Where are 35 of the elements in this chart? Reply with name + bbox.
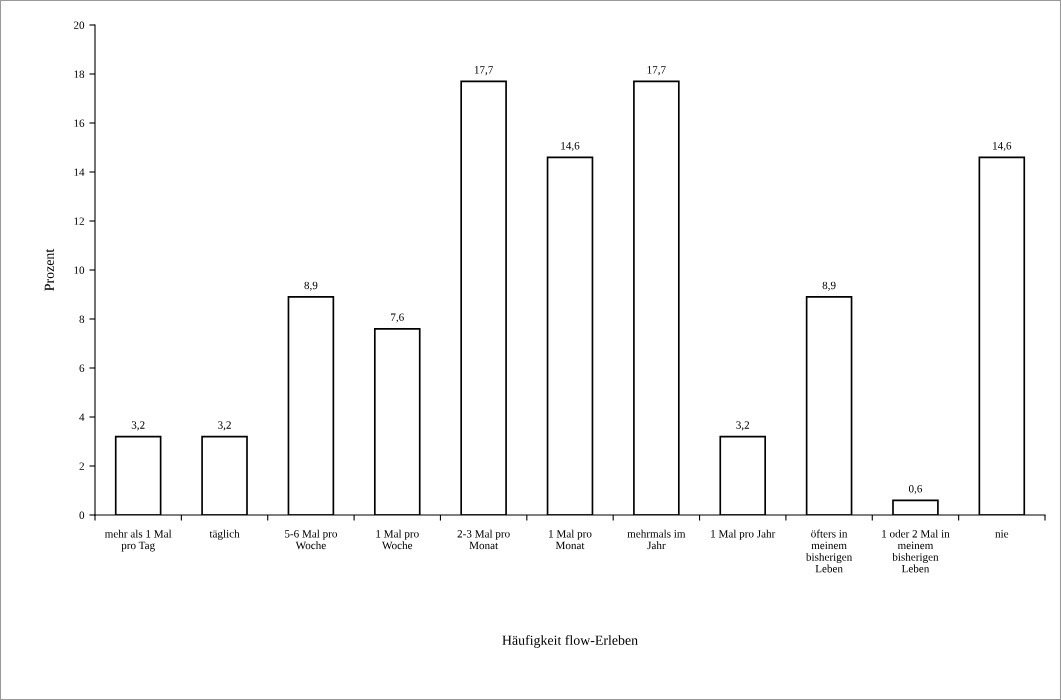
data-label: 3,2 — [736, 421, 750, 431]
y-axis-title: Prozent — [44, 248, 54, 291]
x-tick-label: 1 Mal pro Woche — [376, 529, 419, 550]
data-label: 14,6 — [993, 142, 1012, 152]
x-tick-label: nie — [995, 530, 1009, 538]
y-tick-label: 4 — [79, 413, 85, 421]
x-tick-label: 1 Mal pro Jahr — [711, 529, 776, 540]
data-label: 17,7 — [474, 66, 494, 76]
y-tick-label: 20 — [73, 21, 85, 29]
y-tick-label: 8 — [79, 315, 85, 323]
y-tick-label: 0 — [79, 511, 85, 519]
data-label: 7,6 — [391, 313, 404, 323]
y-tick-label: 12 — [74, 217, 84, 225]
data-label: 3,2 — [131, 421, 145, 431]
x-tick-label: 5-6 Mal pro Woche — [285, 529, 338, 550]
data-label: 17,7 — [647, 66, 666, 76]
y-tick-label: 18 — [74, 70, 85, 78]
data-label: 8,9 — [304, 281, 318, 291]
data-label: 8,9 — [822, 281, 836, 291]
x-tick-label: täglich — [209, 529, 240, 540]
y-tick-label: 14 — [74, 168, 85, 176]
data-label: 0,6 — [908, 484, 923, 495]
data-label: 3,2 — [218, 421, 231, 431]
y-tick-label: 6 — [79, 364, 85, 372]
y-tick-label: 16 — [74, 119, 85, 127]
x-tick-label: 1 Mal pro Monat — [549, 529, 592, 550]
y-tick-label: 2 — [79, 462, 84, 470]
x-tick-label: mehrmals im Jahr — [627, 529, 686, 550]
x-axis-title: Häufigkeit flow-Erleben — [502, 635, 638, 648]
x-tick-label: 1 oder 2 Mal in meinem bisherigen Leben — [882, 529, 950, 573]
y-tick-label: 10 — [74, 266, 85, 274]
x-tick-label: 2-3 Mal pro Monat — [457, 529, 510, 550]
x-tick-label: mehr als 1 Mal pro Tag — [104, 529, 172, 552]
x-tick-label: öfters in meinem bisherigen Leben — [805, 529, 853, 573]
data-label: 14,6 — [561, 142, 580, 152]
